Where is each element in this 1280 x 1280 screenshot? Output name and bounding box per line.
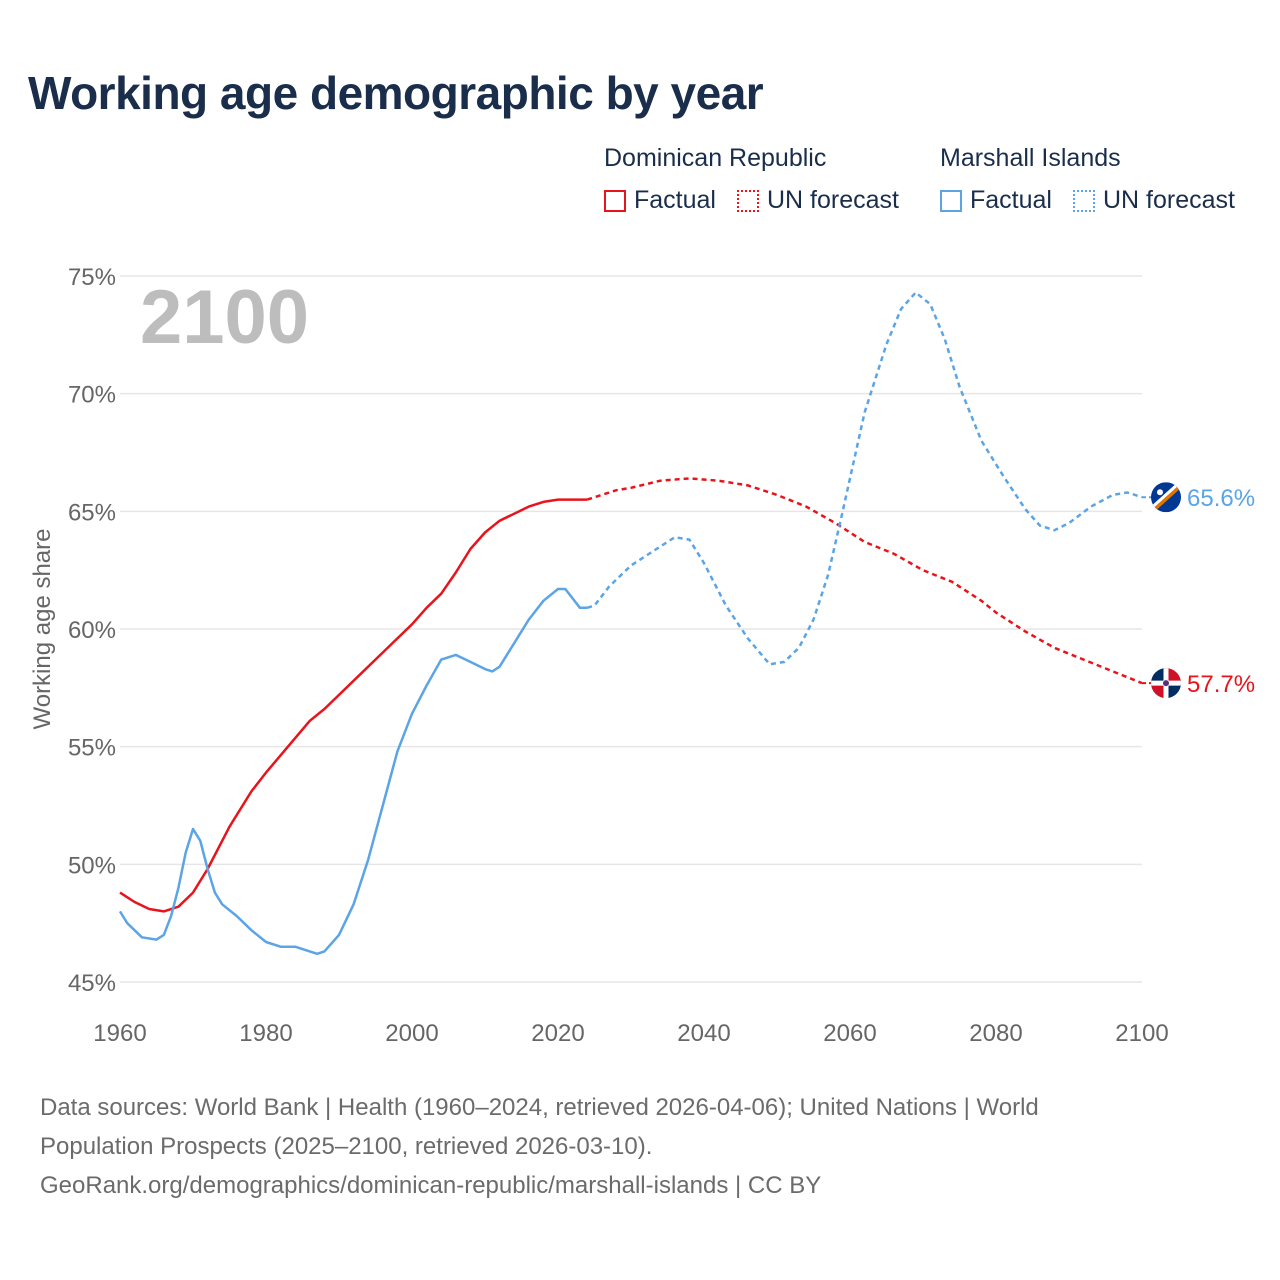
legend-label: Factual bbox=[970, 186, 1052, 214]
flag-body bbox=[1151, 482, 1181, 513]
flag-ray-orange bbox=[1151, 483, 1181, 513]
y-tick-label: 75% bbox=[68, 264, 116, 291]
flag-star bbox=[1157, 489, 1163, 496]
flag-emblem bbox=[1163, 680, 1169, 687]
legend-item-dr-forecast[interactable]: UN forecast bbox=[737, 186, 899, 215]
x-tick-label: 2100 bbox=[1115, 1020, 1168, 1047]
y-tick-label: 50% bbox=[68, 852, 116, 879]
end-value-label: 57.7% bbox=[1187, 671, 1255, 698]
y-tick-label: 60% bbox=[68, 617, 116, 644]
x-tick-label: 2020 bbox=[531, 1020, 584, 1047]
x-tick-label: 2080 bbox=[969, 1020, 1022, 1047]
legend-item-mi-forecast[interactable]: UN forecast bbox=[1073, 186, 1235, 215]
year-overlay: 2100 bbox=[140, 275, 309, 360]
legend-swatch-dotted-icon bbox=[737, 189, 759, 212]
y-tick-label: 65% bbox=[68, 499, 116, 526]
series-line-forecast bbox=[586, 477, 1143, 685]
legend-swatch-solid-icon bbox=[604, 189, 626, 212]
source-line: Population Prospects (2025–2100, retriev… bbox=[40, 1133, 653, 1160]
legend-label: UN forecast bbox=[767, 186, 899, 214]
series-line-factual bbox=[119, 498, 588, 913]
x-tick-label: 2060 bbox=[823, 1020, 876, 1047]
chart-title: Working age demographic by year bbox=[28, 67, 764, 119]
source-line: Data sources: World Bank | Health (1960–… bbox=[40, 1094, 1039, 1121]
source-note: Data sources: World Bank | Health (1960–… bbox=[40, 1088, 1240, 1205]
x-tick-label: 1980 bbox=[239, 1020, 292, 1047]
legend-item-dr-factual[interactable]: Factual bbox=[604, 186, 716, 215]
marshall-islands-flag-icon bbox=[1151, 482, 1181, 513]
legend-swatch-solid-icon bbox=[940, 189, 962, 212]
end-value-label: 65.6% bbox=[1187, 485, 1255, 512]
x-tick-label: 2000 bbox=[385, 1020, 438, 1047]
y-axis-label: Working age share bbox=[29, 529, 56, 730]
line-chart: 45% 50% 55% 60% 65% 70% 75% 1960 1980 2000 2020 204… bbox=[29, 264, 1255, 1047]
y-tick-label: 45% bbox=[68, 970, 116, 997]
legend-label: Factual bbox=[634, 186, 716, 214]
legend-country-marshall-islands: Marshall Islands bbox=[940, 144, 1121, 172]
x-tick-label: 1960 bbox=[93, 1020, 146, 1047]
y-tick-label: 55% bbox=[68, 735, 116, 762]
x-tick-label: 2040 bbox=[677, 1020, 730, 1047]
dominican-republic-flag-icon bbox=[1151, 668, 1181, 699]
legend-country-dominican-republic: Dominican Republic bbox=[604, 144, 827, 172]
y-tick-label: 70% bbox=[68, 382, 116, 409]
series-line-forecast bbox=[586, 290, 1143, 666]
source-link[interactable]: GeoRank.org/demographics/dominican-repub… bbox=[40, 1172, 822, 1199]
legend-label: UN forecast bbox=[1103, 186, 1235, 214]
legend-item-mi-factual[interactable]: Factual bbox=[940, 186, 1052, 215]
flag-body bbox=[1151, 668, 1181, 699]
series-line-factual bbox=[118, 587, 588, 956]
legend-swatch-dotted-icon bbox=[1073, 189, 1095, 212]
